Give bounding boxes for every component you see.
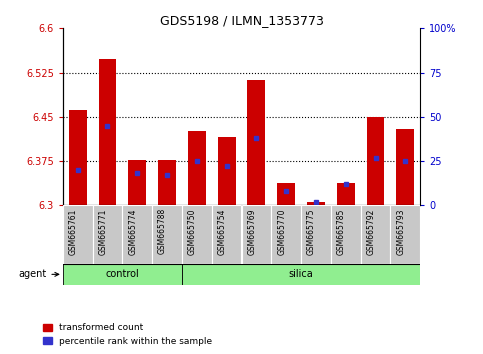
Text: GSM665775: GSM665775: [307, 208, 316, 255]
Bar: [69, 110, 86, 205]
Bar: [182, 205, 212, 264]
Bar: [63, 205, 93, 264]
Text: GSM665754: GSM665754: [218, 208, 227, 255]
Text: GSM665769: GSM665769: [247, 208, 256, 255]
Bar: [307, 202, 325, 205]
Text: GSM665788: GSM665788: [158, 208, 167, 255]
Text: agent: agent: [18, 269, 59, 279]
Text: GSM665771: GSM665771: [99, 208, 108, 255]
Text: control: control: [105, 269, 139, 279]
Bar: [152, 205, 182, 264]
Text: GSM665792: GSM665792: [367, 208, 376, 255]
Bar: [397, 129, 414, 205]
Bar: [337, 183, 355, 205]
Bar: [301, 205, 331, 264]
Bar: [331, 205, 361, 264]
Bar: [367, 117, 384, 205]
Bar: [247, 80, 265, 205]
Bar: [188, 131, 206, 205]
Text: GSM665770: GSM665770: [277, 208, 286, 255]
Bar: [361, 205, 390, 264]
Bar: [277, 183, 295, 205]
Bar: [218, 137, 236, 205]
Title: GDS5198 / ILMN_1353773: GDS5198 / ILMN_1353773: [159, 14, 324, 27]
Text: GSM665785: GSM665785: [337, 208, 346, 255]
Bar: [158, 160, 176, 205]
Text: GSM665774: GSM665774: [128, 208, 137, 255]
Bar: [182, 264, 420, 285]
Text: GSM665793: GSM665793: [397, 208, 405, 255]
Bar: [63, 264, 182, 285]
Text: GSM665750: GSM665750: [188, 208, 197, 255]
Bar: [212, 205, 242, 264]
Bar: [122, 205, 152, 264]
Text: silica: silica: [289, 269, 313, 279]
Text: GSM665761: GSM665761: [69, 208, 78, 255]
Bar: [93, 205, 122, 264]
Bar: [242, 205, 271, 264]
Bar: [271, 205, 301, 264]
Bar: [128, 160, 146, 205]
Bar: [99, 59, 116, 205]
Legend: transformed count, percentile rank within the sample: transformed count, percentile rank withi…: [43, 324, 213, 346]
Bar: [390, 205, 420, 264]
